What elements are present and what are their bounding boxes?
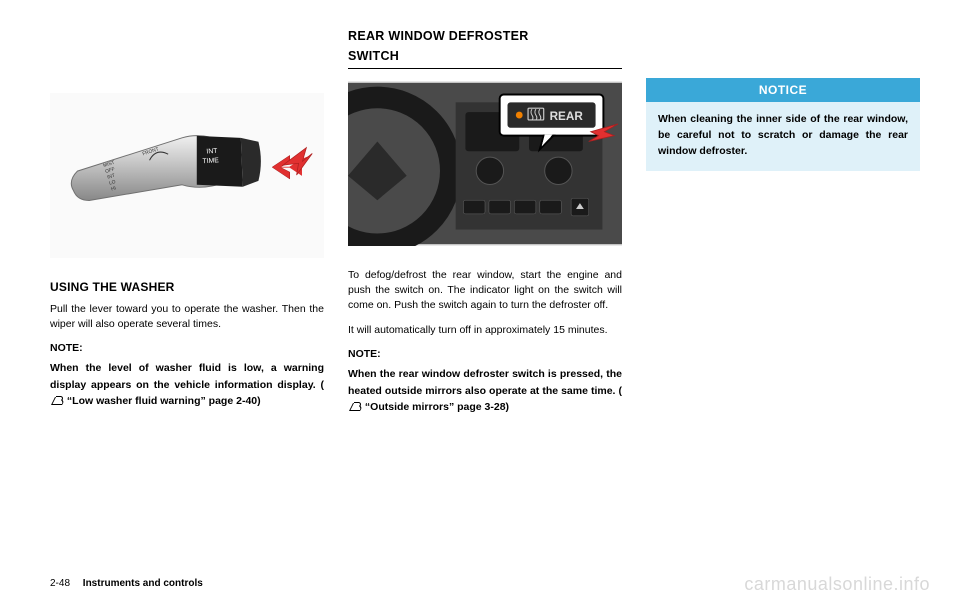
notice-body: When cleaning the inner side of the rear… (646, 102, 920, 171)
defroster-note-text-b: “Outside mirrors” page 3-28) (362, 401, 509, 413)
watermark: carmanualsonline.info (744, 574, 930, 595)
notice-box: NOTICE When cleaning the inner side of t… (646, 78, 920, 171)
page-content: MIST OFF INT LO HI FRONT INT TIME (50, 28, 920, 561)
svg-text:INT: INT (206, 148, 218, 156)
washer-subheading: USING THE WASHER (50, 280, 324, 294)
column-left: MIST OFF INT LO HI FRONT INT TIME (50, 28, 324, 561)
note-label-1: NOTE: (50, 342, 324, 354)
washer-paragraph: Pull the lever toward you to operate the… (50, 302, 324, 332)
page-number: 2-48 (50, 578, 70, 589)
defroster-dashboard-illustration: REAR (348, 81, 622, 246)
rear-button-label: REAR (550, 109, 584, 122)
section-rule (348, 68, 622, 69)
defroster-paragraph-2: It will automatically turn off in approx… (348, 323, 622, 338)
reference-icon (50, 396, 64, 406)
washer-note: When the level of washer fluid is low, a… (50, 360, 324, 409)
defroster-note: When the rear window defroster switch is… (348, 366, 622, 415)
notice-title: NOTICE (646, 78, 920, 102)
defroster-note-text-a: When the rear window defroster switch is… (348, 368, 622, 396)
column-middle: REAR WINDOW DEFROSTER SWITCH (348, 28, 622, 561)
washer-note-text-a: When the level of washer fluid is low, a… (50, 362, 324, 390)
section-title-line2: SWITCH (348, 48, 622, 64)
reference-icon (348, 402, 362, 412)
footer-section-title: Instruments and controls (83, 578, 203, 589)
column-right: NOTICE When cleaning the inner side of t… (646, 28, 920, 561)
washer-note-text-b: “Low washer fluid warning” page 2-40) (64, 395, 261, 407)
defroster-paragraph-1: To defog/defrost the rear window, start … (348, 268, 622, 314)
section-title-line1: REAR WINDOW DEFROSTER (348, 28, 622, 44)
wiper-lever-illustration: MIST OFF INT LO HI FRONT INT TIME (50, 93, 324, 258)
spacer (646, 28, 920, 65)
svg-text:TIME: TIME (202, 157, 219, 165)
page-footer: 2-48 Instruments and controls (50, 578, 203, 589)
note-label-2: NOTE: (348, 348, 622, 360)
